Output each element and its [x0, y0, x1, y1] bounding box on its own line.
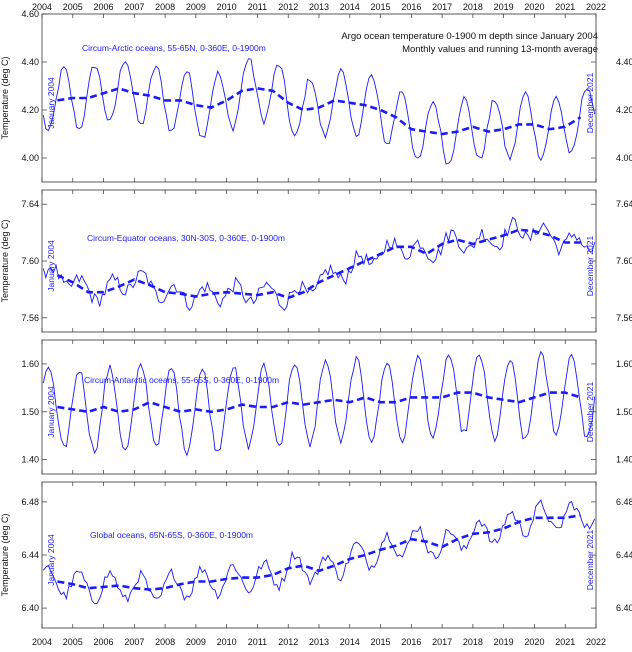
x-tick-label-bottom: 2022: [586, 637, 606, 647]
panel-region-label: Global oceans, 65N-65S, 0-360E, 0-1900m: [90, 530, 253, 540]
x-tick-label-bottom: 2016: [401, 637, 421, 647]
y-tick-label-left: 6.48: [21, 497, 39, 507]
x-tick-label-bottom: 2012: [278, 637, 298, 647]
x-tick-label-top: 2011: [248, 2, 267, 12]
x-tick-label-bottom: 2021: [555, 637, 575, 647]
x-tick-label-top: 2021: [555, 2, 575, 12]
y-tick-label-right: 1.60: [616, 359, 632, 369]
x-tick-label-top: 2015: [371, 2, 391, 12]
title-line-2: Monthly values and running 13-month aver…: [402, 44, 598, 55]
monthly-values-line: [42, 216, 596, 312]
x-tick-label-top: 2004: [32, 2, 52, 12]
y-tick-label-left: 1.50: [21, 407, 39, 417]
y-tick-label-left: 7.64: [21, 199, 39, 209]
x-tick-label-bottom: 2013: [309, 637, 329, 647]
x-tick-label-bottom: 2007: [124, 637, 144, 647]
y-tick-label-left: 1.40: [21, 455, 39, 465]
panel-4: 6.40 6.44 6.48 6.40 6.44 6.48 Temperature (deg…: [0, 481, 632, 629]
x-tick-label-bottom: 2006: [94, 637, 114, 647]
running-average-line: [56, 228, 581, 300]
start-date-label: January 2004: [46, 386, 56, 438]
x-tick-label-bottom: 2009: [186, 637, 206, 647]
y-tick-label-right: 1.40: [616, 455, 632, 465]
y-tick-label-right: 4.20: [616, 105, 632, 115]
x-tick-label-bottom: 2008: [155, 637, 175, 647]
panel-1: 4.00 4.20 4.40 4.60 4.00 4.20 4.40 Temperature …: [0, 9, 632, 183]
running-average-line: [57, 513, 581, 591]
monthly-values-line: [42, 350, 596, 457]
y-tick-label-left: 7.56: [21, 313, 39, 323]
y-tick-label-right: 6.48: [616, 497, 632, 507]
running-average-line: [57, 391, 581, 414]
panel-frame: [41, 189, 597, 333]
x-tick-label-top: 2019: [494, 2, 514, 12]
y-tick-label-left: 4.60: [21, 9, 39, 19]
x-tick-label-bottom: 2017: [432, 637, 452, 647]
y-tick-label-right: 1.50: [616, 407, 632, 417]
panel-region-label: Circum-Antarctic oceans, 55-65S, 0-360E,…: [84, 375, 279, 385]
panel-region-label: Circum-Arctic oceans, 55-65N, 0-360E, 0-…: [82, 43, 266, 53]
y-tick-label-left: 7.60: [21, 256, 39, 266]
x-tick-label-bottom: 2019: [494, 637, 514, 647]
y-tick-label-right: 6.40: [616, 603, 632, 613]
x-tick-label-bottom: 2014: [340, 637, 360, 647]
title-line-1: Argo ocean temperature 0-1900 m depth si…: [341, 31, 598, 42]
bottom-year-labels: 2004 2005 2006 2007 2008 2009 2010 2011 2012 2013…: [32, 637, 606, 647]
x-tick-label-top: 2008: [155, 2, 175, 12]
y-tick-label-right: 4.40: [616, 57, 632, 67]
x-tick-label-top: 2005: [63, 2, 83, 12]
y-tick-label-left: 4.00: [21, 153, 39, 163]
panel-2: 7.56 7.60 7.64 7.56 7.60 7.64 Temperature (deg…: [0, 189, 632, 333]
x-tick-label-top: 2020: [524, 2, 544, 12]
top-year-labels: 2004 2005 2006 2007 2008 2009 2010 2011 2012 2013…: [32, 2, 606, 12]
x-tick-label-top: 2007: [124, 2, 144, 12]
panel-frame: [41, 339, 597, 475]
x-tick-label-top: 2009: [186, 2, 206, 12]
x-tick-label-bottom: 2015: [371, 637, 391, 647]
x-tick-label-bottom: 2010: [217, 637, 237, 647]
x-tick-label-bottom: 2011: [248, 637, 267, 647]
y-axis-title: Temperature (deg C): [0, 513, 10, 596]
figure-title: Argo ocean temperature 0-1900 m depth si…: [341, 31, 598, 55]
y-tick-label-left: 1.60: [21, 359, 39, 369]
start-date-label: January 2004: [46, 77, 56, 129]
panel-frame: [41, 481, 597, 629]
y-tick-label-right: 7.64: [616, 199, 632, 209]
y-tick-label-right: 7.60: [616, 256, 632, 266]
y-axis-title: Temperature (deg C): [0, 56, 10, 139]
x-tick-label-top: 2006: [94, 2, 114, 12]
running-average-line: [57, 87, 582, 136]
x-tick-label-top: 2022: [586, 2, 606, 12]
y-tick-label-right: 7.56: [616, 313, 632, 323]
x-tick-label-top: 2014: [340, 2, 360, 12]
panel-3: 1.40 1.50 1.60 1.40 1.50 1.60 January 2004 Dece…: [21, 339, 632, 475]
monthly-values-line: [42, 58, 596, 165]
x-tick-label-top: 2016: [401, 2, 421, 12]
y-tick-label-left: 4.20: [21, 105, 39, 115]
monthly-values-line: [42, 499, 596, 605]
x-tick-label-top: 2010: [217, 2, 237, 12]
x-tick-label-top: 2012: [278, 2, 298, 12]
start-date-label: January 2004: [46, 240, 56, 292]
y-tick-label-left: 6.44: [21, 550, 39, 560]
x-tick-label-bottom: 2004: [32, 637, 52, 647]
x-tick-label-top: 2013: [309, 2, 329, 12]
end-date-label: December 2021: [585, 381, 595, 442]
start-date-label: January 2004: [46, 534, 56, 586]
end-date-label: December 2021: [585, 72, 595, 133]
y-tick-label-left: 6.40: [21, 603, 39, 613]
x-tick-label-bottom: 2018: [463, 637, 483, 647]
end-date-label: December 2021: [585, 235, 595, 296]
y-tick-label-left: 4.40: [21, 57, 39, 67]
panel-region-label: Circum-Equator oceans, 30N-30S, 0-360E, …: [87, 233, 285, 243]
end-date-label: December 2021: [585, 529, 595, 590]
x-tick-label-top: 2018: [463, 2, 483, 12]
x-tick-label-top: 2017: [432, 2, 452, 12]
y-tick-label-right: 4.00: [616, 153, 632, 163]
y-tick-label-right: 6.44: [616, 550, 632, 560]
x-tick-label-bottom: 2005: [63, 637, 83, 647]
y-axis-title: Temperature (deg C): [0, 219, 10, 302]
x-tick-label-bottom: 2020: [524, 637, 544, 647]
